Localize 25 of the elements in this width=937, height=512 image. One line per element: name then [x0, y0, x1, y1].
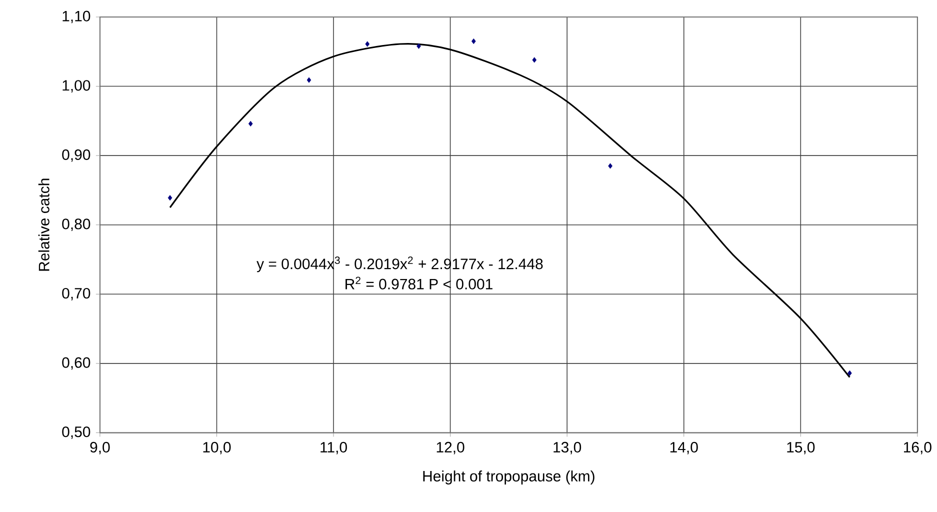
x-axis-title: Height of tropopause (km): [423, 470, 594, 485]
point: [532, 57, 537, 63]
y-tick-label: 0,80: [62, 218, 90, 232]
x-tick-label: 11,0: [320, 442, 347, 454]
point: [248, 121, 253, 127]
y-tick-label: 1,00: [62, 80, 90, 93]
y-axis-title: Relative catch: [38, 178, 50, 271]
x-tick-label: 10,0: [203, 442, 231, 454]
point: [365, 41, 370, 47]
point: [608, 163, 612, 169]
x-tick-label: 16,0: [904, 442, 932, 454]
y-tick-label: 0,70: [62, 288, 90, 300]
line-series: [169, 43, 850, 378]
y-tick-label: 1,10: [62, 10, 90, 24]
x-tick-label: 12,0: [436, 442, 464, 454]
x-tick-label: 15,0: [787, 442, 815, 454]
point: [472, 38, 476, 44]
y-tick-label: 0,50: [62, 426, 90, 440]
x-tick-label: 9,0: [90, 442, 110, 454]
x-tick-label: 14,0: [670, 442, 698, 454]
point: [168, 195, 172, 201]
y-tick-label: 0,90: [62, 150, 90, 162]
y-tick-label: 0,60: [62, 357, 90, 370]
point: [306, 77, 312, 83]
x-tick-label: 13,0: [554, 442, 582, 454]
